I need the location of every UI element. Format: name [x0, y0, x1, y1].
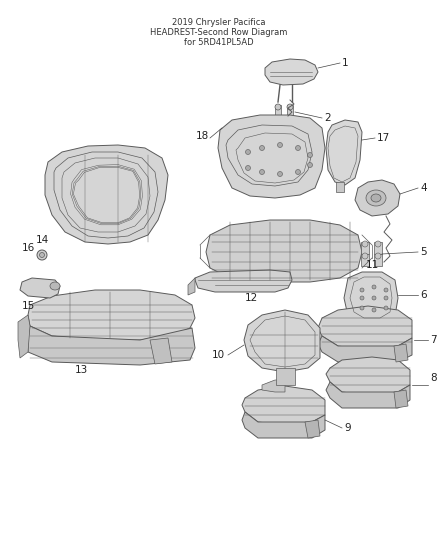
Polygon shape	[262, 380, 285, 392]
Text: 10: 10	[212, 350, 225, 360]
Polygon shape	[242, 412, 325, 438]
Ellipse shape	[372, 285, 376, 289]
Ellipse shape	[362, 253, 368, 259]
Ellipse shape	[275, 104, 281, 110]
Polygon shape	[318, 306, 412, 350]
Polygon shape	[244, 310, 320, 372]
Ellipse shape	[246, 149, 251, 155]
Ellipse shape	[307, 152, 312, 157]
Ellipse shape	[37, 250, 47, 260]
Text: 15: 15	[22, 301, 35, 311]
Ellipse shape	[39, 253, 45, 257]
Polygon shape	[374, 242, 382, 254]
Polygon shape	[45, 145, 168, 244]
Polygon shape	[275, 105, 281, 120]
Polygon shape	[344, 272, 398, 324]
Text: 17: 17	[377, 133, 390, 143]
Ellipse shape	[362, 241, 368, 247]
Ellipse shape	[259, 169, 265, 174]
Text: 16: 16	[22, 243, 35, 253]
Polygon shape	[394, 344, 408, 362]
Polygon shape	[305, 420, 320, 438]
Ellipse shape	[372, 296, 376, 300]
Text: 9: 9	[344, 423, 351, 433]
Ellipse shape	[371, 194, 381, 202]
Ellipse shape	[384, 288, 388, 292]
Polygon shape	[28, 326, 195, 365]
Ellipse shape	[278, 142, 283, 148]
Polygon shape	[195, 270, 292, 292]
Ellipse shape	[50, 282, 60, 290]
Ellipse shape	[375, 241, 381, 247]
Polygon shape	[218, 115, 325, 198]
Polygon shape	[336, 182, 344, 192]
Polygon shape	[18, 315, 30, 358]
Ellipse shape	[366, 190, 386, 206]
Polygon shape	[361, 254, 369, 266]
Text: 11: 11	[366, 260, 379, 270]
Polygon shape	[242, 386, 325, 425]
Polygon shape	[361, 242, 369, 254]
Polygon shape	[287, 105, 293, 120]
Polygon shape	[326, 382, 410, 408]
Polygon shape	[188, 278, 195, 295]
Ellipse shape	[307, 163, 312, 167]
Ellipse shape	[246, 166, 251, 171]
Polygon shape	[394, 390, 408, 408]
Polygon shape	[318, 336, 412, 362]
Text: 6: 6	[420, 290, 427, 300]
Text: 2019 Chrysler Pacifica: 2019 Chrysler Pacifica	[172, 18, 266, 27]
Text: 18: 18	[196, 131, 209, 141]
Polygon shape	[374, 254, 382, 266]
Ellipse shape	[296, 169, 300, 174]
Ellipse shape	[259, 146, 265, 150]
Ellipse shape	[360, 306, 364, 310]
Polygon shape	[355, 180, 400, 216]
Ellipse shape	[384, 306, 388, 310]
Ellipse shape	[360, 288, 364, 292]
Ellipse shape	[360, 296, 364, 300]
Text: 7: 7	[430, 335, 437, 345]
Ellipse shape	[375, 253, 381, 259]
Ellipse shape	[372, 308, 376, 312]
Polygon shape	[276, 368, 295, 385]
Text: 8: 8	[430, 373, 437, 383]
Text: 5: 5	[420, 247, 427, 257]
Polygon shape	[28, 290, 195, 340]
Polygon shape	[326, 357, 410, 395]
Ellipse shape	[384, 296, 388, 300]
Text: HEADREST-Second Row Diagram: HEADREST-Second Row Diagram	[150, 28, 288, 37]
Polygon shape	[206, 220, 362, 282]
Text: 2: 2	[324, 113, 331, 123]
Text: 4: 4	[420, 183, 427, 193]
Text: 14: 14	[36, 235, 49, 245]
Polygon shape	[20, 278, 60, 298]
Text: 13: 13	[75, 365, 88, 375]
Ellipse shape	[278, 172, 283, 176]
Polygon shape	[150, 338, 172, 364]
Polygon shape	[265, 59, 318, 85]
Ellipse shape	[296, 146, 300, 150]
Ellipse shape	[287, 104, 293, 110]
Polygon shape	[326, 120, 362, 185]
Text: for 5RD41PL5AD: for 5RD41PL5AD	[184, 38, 254, 47]
Text: 12: 12	[245, 293, 258, 303]
Text: 1: 1	[342, 58, 349, 68]
